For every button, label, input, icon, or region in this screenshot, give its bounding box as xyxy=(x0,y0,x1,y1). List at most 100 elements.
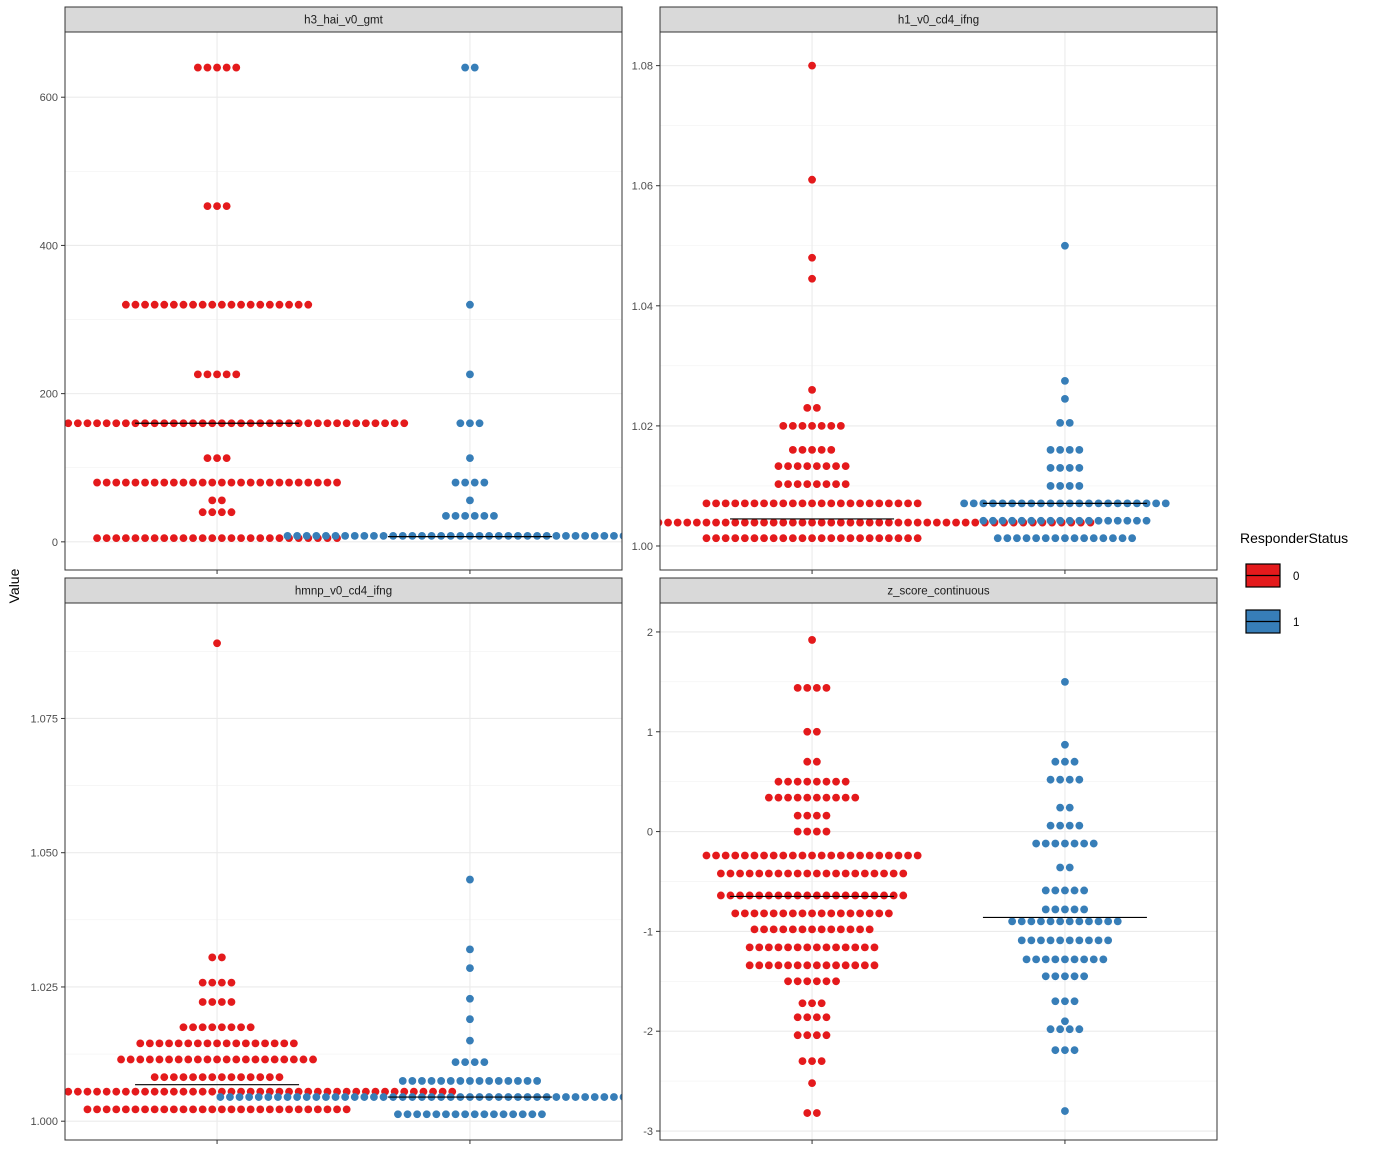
data-point xyxy=(1008,516,1017,525)
data-point xyxy=(774,480,783,489)
data-point xyxy=(208,496,217,505)
data-point xyxy=(702,518,711,527)
data-point xyxy=(808,925,816,934)
data-point xyxy=(875,909,884,918)
data-point xyxy=(289,1039,298,1048)
data-point xyxy=(1161,499,1170,508)
data-point xyxy=(203,454,212,462)
data-point xyxy=(1104,917,1113,926)
data-point xyxy=(716,891,725,900)
data-point xyxy=(764,793,773,802)
data-point xyxy=(571,532,580,540)
data-point xyxy=(504,1077,513,1085)
data-point xyxy=(227,1023,236,1032)
data-point xyxy=(784,961,792,970)
data-point xyxy=(1022,534,1031,543)
data-point xyxy=(261,1039,269,1048)
data-point xyxy=(145,1055,154,1064)
data-point xyxy=(827,499,836,508)
data-point xyxy=(971,518,980,527)
data-point xyxy=(179,534,188,543)
data-point xyxy=(150,478,159,487)
data-point xyxy=(1046,775,1055,784)
data-point xyxy=(1142,516,1151,525)
data-point xyxy=(179,1087,188,1096)
data-point xyxy=(793,1013,802,1022)
data-point xyxy=(788,909,797,918)
data-point xyxy=(0,1088,5,1096)
data-point xyxy=(7,1088,15,1096)
data-point xyxy=(251,1055,260,1064)
data-point xyxy=(846,851,855,860)
data-point xyxy=(865,909,874,918)
data-point xyxy=(600,1093,609,1101)
data-point xyxy=(208,1105,217,1114)
data-point xyxy=(827,518,836,527)
facet-strip xyxy=(659,577,1218,604)
data-point xyxy=(1061,757,1069,766)
data-point xyxy=(1046,936,1055,945)
data-point xyxy=(808,1057,816,1066)
data-point xyxy=(1075,1025,1084,1034)
data-point xyxy=(1065,418,1074,427)
facet-strip xyxy=(64,577,623,604)
data-point xyxy=(808,1079,816,1088)
data-point xyxy=(812,977,821,986)
data-point xyxy=(1075,775,1084,784)
data-point xyxy=(798,518,807,527)
data-point xyxy=(1070,1046,1079,1055)
data-point xyxy=(875,534,884,543)
data-point xyxy=(1051,839,1060,848)
data-point xyxy=(294,478,303,487)
data-point xyxy=(213,63,221,72)
data-point xyxy=(832,891,840,900)
data-point xyxy=(880,869,888,878)
data-point xyxy=(841,462,850,471)
data-point xyxy=(150,300,159,309)
data-point xyxy=(798,499,807,508)
data-point xyxy=(1065,863,1074,872)
y-tick-label: 1.02 xyxy=(632,421,653,433)
data-point xyxy=(798,446,807,454)
data-point xyxy=(1051,1046,1060,1055)
y-tick-label: 1 xyxy=(647,727,653,739)
data-point xyxy=(1065,936,1074,945)
data-point xyxy=(422,1110,431,1119)
data-point xyxy=(1080,972,1089,981)
data-point xyxy=(222,63,231,72)
data-point xyxy=(875,499,884,508)
data-point xyxy=(755,943,764,952)
data-point xyxy=(466,1036,474,1045)
data-point xyxy=(341,1093,350,1101)
data-point xyxy=(736,891,744,900)
data-point xyxy=(1051,534,1060,543)
data-point xyxy=(822,977,831,986)
data-point xyxy=(832,869,840,878)
data-point xyxy=(323,419,332,428)
data-point xyxy=(1061,886,1069,895)
data-point xyxy=(846,534,855,543)
data-point xyxy=(760,534,768,543)
data-point xyxy=(793,462,802,471)
data-point xyxy=(265,534,274,543)
data-point xyxy=(798,909,807,918)
data-point xyxy=(788,421,797,430)
data-point xyxy=(213,454,221,462)
data-point xyxy=(1080,955,1089,964)
data-point xyxy=(904,499,912,508)
data-point xyxy=(322,532,330,540)
data-point xyxy=(131,300,140,309)
data-point xyxy=(342,419,351,428)
data-point xyxy=(36,419,44,427)
data-point xyxy=(208,1023,217,1032)
data-point xyxy=(803,1013,812,1022)
data-point xyxy=(470,1058,479,1067)
data-point xyxy=(702,851,711,860)
data-point xyxy=(639,1093,647,1101)
data-point xyxy=(870,943,879,952)
y-tick-label: 1.075 xyxy=(30,713,58,725)
data-point xyxy=(283,532,292,540)
data-point xyxy=(466,454,474,462)
data-point xyxy=(740,534,749,543)
data-point xyxy=(998,516,1007,525)
